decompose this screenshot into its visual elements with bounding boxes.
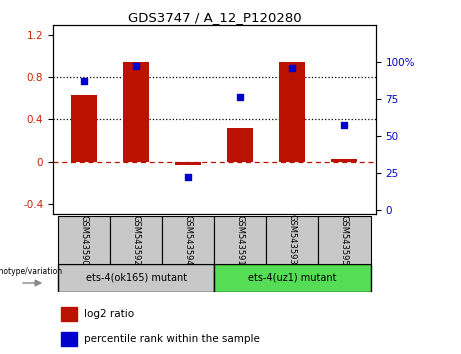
Bar <box>58 216 110 264</box>
Point <box>236 95 244 100</box>
Bar <box>319 216 371 264</box>
Bar <box>175 161 201 165</box>
Bar <box>214 216 266 264</box>
Bar <box>227 128 254 161</box>
Point <box>81 78 88 84</box>
Title: GDS3747 / A_12_P120280: GDS3747 / A_12_P120280 <box>128 11 301 24</box>
Bar <box>162 216 214 264</box>
Text: GSM543591: GSM543591 <box>236 215 245 265</box>
Bar <box>61 332 77 346</box>
Bar <box>266 216 319 264</box>
Text: ets-4(uz1) mutant: ets-4(uz1) mutant <box>248 273 337 283</box>
Bar <box>279 62 306 161</box>
Point <box>289 65 296 70</box>
Text: log2 ratio: log2 ratio <box>84 309 135 319</box>
Text: GSM543592: GSM543592 <box>132 215 141 265</box>
Text: percentile rank within the sample: percentile rank within the sample <box>84 333 260 344</box>
Text: genotype/variation: genotype/variation <box>0 267 63 276</box>
Bar <box>71 95 97 161</box>
Bar <box>123 62 149 161</box>
Text: GSM543593: GSM543593 <box>288 215 297 265</box>
Bar <box>61 307 77 321</box>
Bar <box>110 216 162 264</box>
Point <box>341 122 348 128</box>
Text: GSM543590: GSM543590 <box>80 215 89 265</box>
Text: ets-4(ok165) mutant: ets-4(ok165) mutant <box>86 273 187 283</box>
Text: GSM543595: GSM543595 <box>340 215 349 265</box>
Bar <box>331 159 357 161</box>
Bar <box>58 264 214 292</box>
Point <box>185 174 192 180</box>
Bar <box>214 264 371 292</box>
Text: GSM543594: GSM543594 <box>184 215 193 265</box>
Point <box>133 63 140 69</box>
